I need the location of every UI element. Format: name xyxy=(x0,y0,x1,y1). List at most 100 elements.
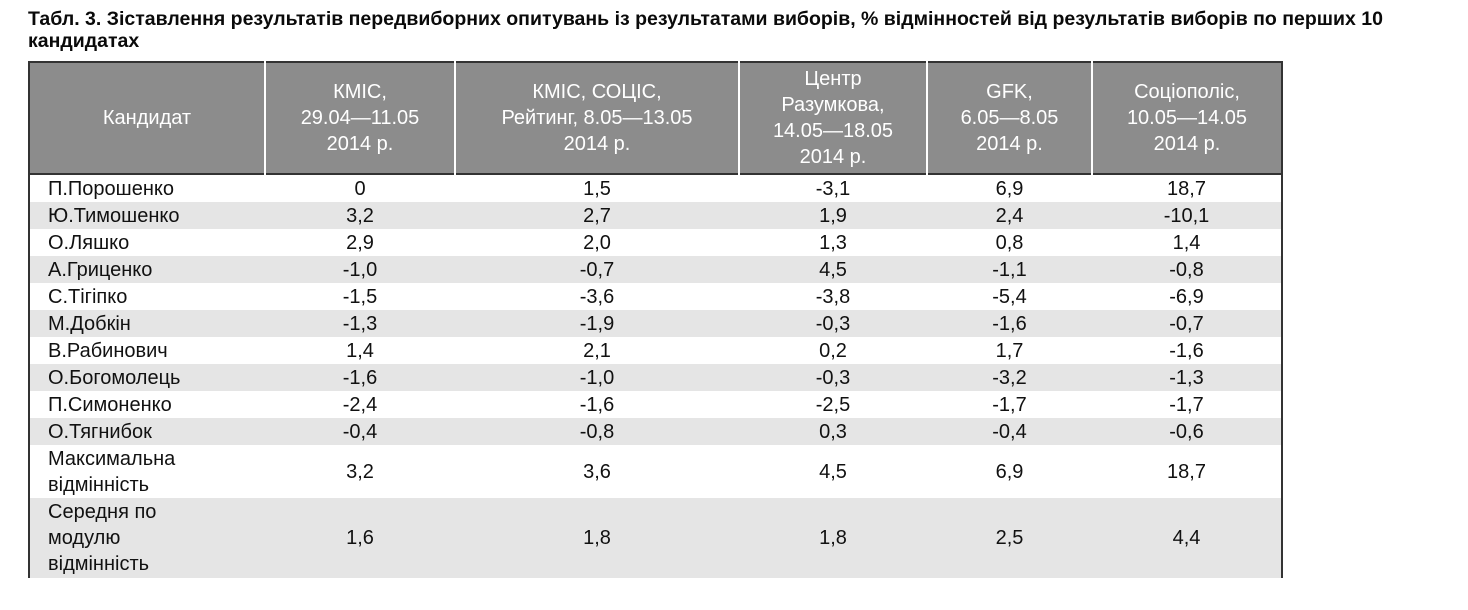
candidate-name: модулю xyxy=(48,527,121,549)
candidate-name-cell: П.Симоненко xyxy=(28,391,265,418)
column-header-kmis: КМІС, 29.04—11.05 2014 р. xyxy=(264,62,455,174)
candidate-name: Максимальна xyxy=(48,447,176,470)
header-line: Кандидат xyxy=(102,107,192,129)
candidate-name: О.Тягнибок xyxy=(48,420,152,443)
candidate-name-cell: Ю.Тимошенко xyxy=(28,202,265,229)
candidate-name: П.Симоненко xyxy=(48,393,172,416)
candidate-name-cell: О.Ляшко xyxy=(28,229,265,256)
header-line: 2014 р. xyxy=(799,146,867,168)
candidate-name-cell: А.Гриценко xyxy=(28,256,265,283)
candidate-name-cell: Максимальна відмінність xyxy=(28,445,265,498)
candidate-name: відмінність xyxy=(48,553,150,575)
value-cell: 3,2 xyxy=(346,460,374,483)
column-header-candidate: Кандидат xyxy=(28,62,265,174)
value-cell: -3,2 xyxy=(927,364,1092,391)
value-cell: -1,0 xyxy=(455,364,739,391)
value-cell: -1,0 xyxy=(265,256,455,283)
value-cell: 1,9 xyxy=(739,202,927,229)
table-body: П.Порошенко 0 1,5 -3,1 6,9 18,7 Ю.Тимошенко 3,2… xyxy=(28,174,1283,578)
value-cell: 0 xyxy=(354,177,366,200)
candidate-name: Ю.Тимошенко xyxy=(48,204,180,227)
candidate-name-cell: М.Добкін xyxy=(28,310,265,337)
value-cell: 1,4 xyxy=(1092,229,1283,256)
candidate-name: А.Гриценко xyxy=(48,258,153,281)
column-header-kmis-socis-rating: КМІС, СОЦІС, Рейтинг, 8.05—13.05 2014 р. xyxy=(454,62,739,174)
value-cell: -1,3 xyxy=(265,310,455,337)
candidate-name-cell: С.Тігіпко xyxy=(28,283,265,310)
value-cell: -1,6 xyxy=(265,364,455,391)
value-cell: -1,5 xyxy=(342,285,378,308)
value-cell: 4,5 xyxy=(819,460,847,483)
candidate-name-cell: О.Богомолець xyxy=(28,364,265,391)
value-cell: 1,3 xyxy=(819,231,847,254)
value-cell: 2,9 xyxy=(346,231,374,254)
value-cell: -0,7 xyxy=(455,256,739,283)
header-line: 10.05—14.05 xyxy=(1126,107,1248,129)
value-cell: 1,8 xyxy=(455,498,739,578)
candidate-name: П.Порошенко xyxy=(48,177,174,200)
table-row: М.Добкін -1,3 -1,9 -0,3 -1,6 -0,7 xyxy=(28,310,1283,337)
value-cell: -2,5 xyxy=(815,393,851,416)
header-line: Рейтинг, 8.05—13.05 xyxy=(501,107,693,129)
results-comparison-table: Кандидат КМІС, 29.04—11.05 2014 р. КМІС, СОЦ… xyxy=(28,61,1283,578)
value-cell: -1,3 xyxy=(1092,364,1283,391)
header-row: Кандидат КМІС, 29.04—11.05 2014 р. КМІС, СОЦ… xyxy=(28,62,1283,174)
candidate-name: О.Богомолець xyxy=(48,366,181,389)
header-line: Центр xyxy=(804,68,862,90)
table-row: В.Рабинович 1,4 2,1 0,2 1,7 -1,6 xyxy=(28,337,1283,364)
table-row: П.Порошенко 0 1,5 -3,1 6,9 18,7 xyxy=(28,174,1283,202)
value-cell: 1,4 xyxy=(346,339,374,362)
column-header-razumkov: Центр Разумкова, 14.05—18.05 2014 р. xyxy=(738,62,927,174)
header-line: Разумкова, xyxy=(781,94,885,116)
value-cell: 2,0 xyxy=(583,231,611,254)
column-header-sociopolis: Соціополіс, 10.05—14.05 2014 р. xyxy=(1091,62,1283,174)
value-cell: -1,1 xyxy=(927,256,1092,283)
header-line: 2014 р. xyxy=(563,133,631,155)
candidate-name: М.Добкін xyxy=(48,312,131,335)
value-cell: 2,1 xyxy=(583,339,611,362)
header-line: 14.05—18.05 xyxy=(772,120,894,142)
candidate-name-cell: Середня по модулю відмінність xyxy=(28,498,265,578)
value-cell: -1,6 xyxy=(1092,337,1283,364)
table-row: П.Симоненко -2,4 -1,6 -2,5 -1,7 -1,7 xyxy=(28,391,1283,418)
value-cell: 0,2 xyxy=(819,339,847,362)
candidate-name-cell: П.Порошенко xyxy=(28,174,265,202)
header-line: КМІС, СОЦІС, xyxy=(532,81,662,103)
header-line: 2014 р. xyxy=(326,133,394,155)
value-cell: 3,6 xyxy=(583,460,611,483)
value-cell: -6,9 xyxy=(1092,283,1283,310)
value-cell: -0,4 xyxy=(927,418,1092,445)
value-cell: -1,7 xyxy=(992,393,1027,416)
value-cell: -3,8 xyxy=(815,285,851,308)
value-cell: -0,7 xyxy=(1092,310,1283,337)
value-cell: -0,8 xyxy=(1092,256,1283,283)
value-cell: -0,3 xyxy=(739,364,927,391)
value-cell: 2,7 xyxy=(455,202,739,229)
table-caption: Табл. 3. Зіставлення результатів передви… xyxy=(28,8,1383,52)
value-cell: 1,5 xyxy=(583,177,611,200)
value-cell: 0,3 xyxy=(739,418,927,445)
table-row: О.Тягнибок -0,4 -0,8 0,3 -0,4 -0,6 xyxy=(28,418,1283,445)
value-cell: 1,7 xyxy=(995,339,1024,362)
value-cell: -1,7 xyxy=(1092,391,1283,418)
candidate-name: О.Ляшко xyxy=(48,231,130,254)
table-row: О.Ляшко 2,9 2,0 1,3 0,8 1,4 xyxy=(28,229,1283,256)
table-row: С.Тігіпко -1,5 -3,6 -3,8 -5,4 -6,9 xyxy=(28,283,1283,310)
table-row: А.Гриценко -1,0 -0,7 4,5 -1,1 -0,8 xyxy=(28,256,1283,283)
value-cell: 4,5 xyxy=(739,256,927,283)
value-cell: -10,1 xyxy=(1092,202,1283,229)
value-cell: -1,6 xyxy=(927,310,1092,337)
value-cell: 18,7 xyxy=(1092,445,1283,498)
candidate-name-cell: О.Тягнибок xyxy=(28,418,265,445)
candidate-name: В.Рабинович xyxy=(48,339,168,362)
header-line: 29.04—11.05 xyxy=(300,107,420,129)
value-cell: -2,4 xyxy=(342,393,378,416)
header-line: 2014 р. xyxy=(976,133,1043,155)
value-cell: 2,4 xyxy=(927,202,1092,229)
value-cell: 6,9 xyxy=(995,460,1024,483)
table-row: О.Богомолець -1,6 -1,0 -0,3 -3,2 -1,3 xyxy=(28,364,1283,391)
candidate-name: Середня по xyxy=(48,501,157,523)
header-line: GFK, xyxy=(986,81,1033,103)
value-cell: 1,6 xyxy=(265,498,455,578)
candidate-name: відмінність xyxy=(48,473,150,496)
